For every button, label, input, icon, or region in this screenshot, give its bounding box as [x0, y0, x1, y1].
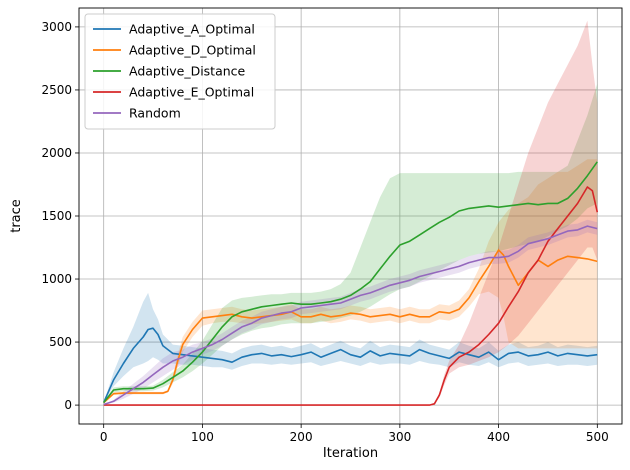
legend-label: Adaptive_Distance [129, 64, 246, 79]
y-tick-label: 500 [49, 335, 72, 349]
y-tick-label: 0 [64, 398, 72, 412]
y-tick-label: 1000 [41, 272, 72, 286]
y-tick-label: 2500 [41, 83, 72, 97]
legend-label: Adaptive_E_Optimal [129, 85, 254, 100]
x-tick-label: 300 [388, 430, 411, 444]
legend-box [84, 13, 276, 130]
x-axis-ticks: 0 100 200 300 400 500 [100, 424, 609, 444]
series-lines [102, 161, 599, 406]
x-tick-label: 400 [487, 430, 510, 444]
y-tick-label: 3000 [41, 20, 72, 34]
series-line-4 [103, 225, 598, 406]
confidence-band-1 [103, 159, 598, 403]
y-axis-ticks: 0 500 1000 1500 2000 2500 3000 [41, 20, 79, 412]
x-tick-label: 0 [100, 430, 108, 444]
series-line-1 [103, 249, 598, 404]
x-tick-label: 500 [586, 430, 609, 444]
x-tick-label: 100 [191, 430, 214, 444]
x-axis-label: Iteration [323, 446, 378, 461]
series-line-2 [103, 161, 598, 404]
x-tick-label: 200 [290, 430, 313, 444]
legend-label: Random [129, 106, 181, 121]
series-line-3 [103, 186, 599, 406]
y-axis-label: trace [9, 199, 24, 233]
legend: Adaptive_A_Optimal Adaptive_D_Optimal Adap… [84, 13, 276, 130]
legend-label: Adaptive_A_Optimal [129, 22, 255, 37]
y-tick-label: 1500 [41, 209, 72, 223]
confidence-band-0 [103, 292, 598, 403]
legend-label: Adaptive_D_Optimal [129, 43, 256, 58]
confidence-band-4 [103, 219, 598, 405]
y-tick-label: 2000 [41, 146, 72, 160]
series-line-0 [102, 327, 598, 403]
